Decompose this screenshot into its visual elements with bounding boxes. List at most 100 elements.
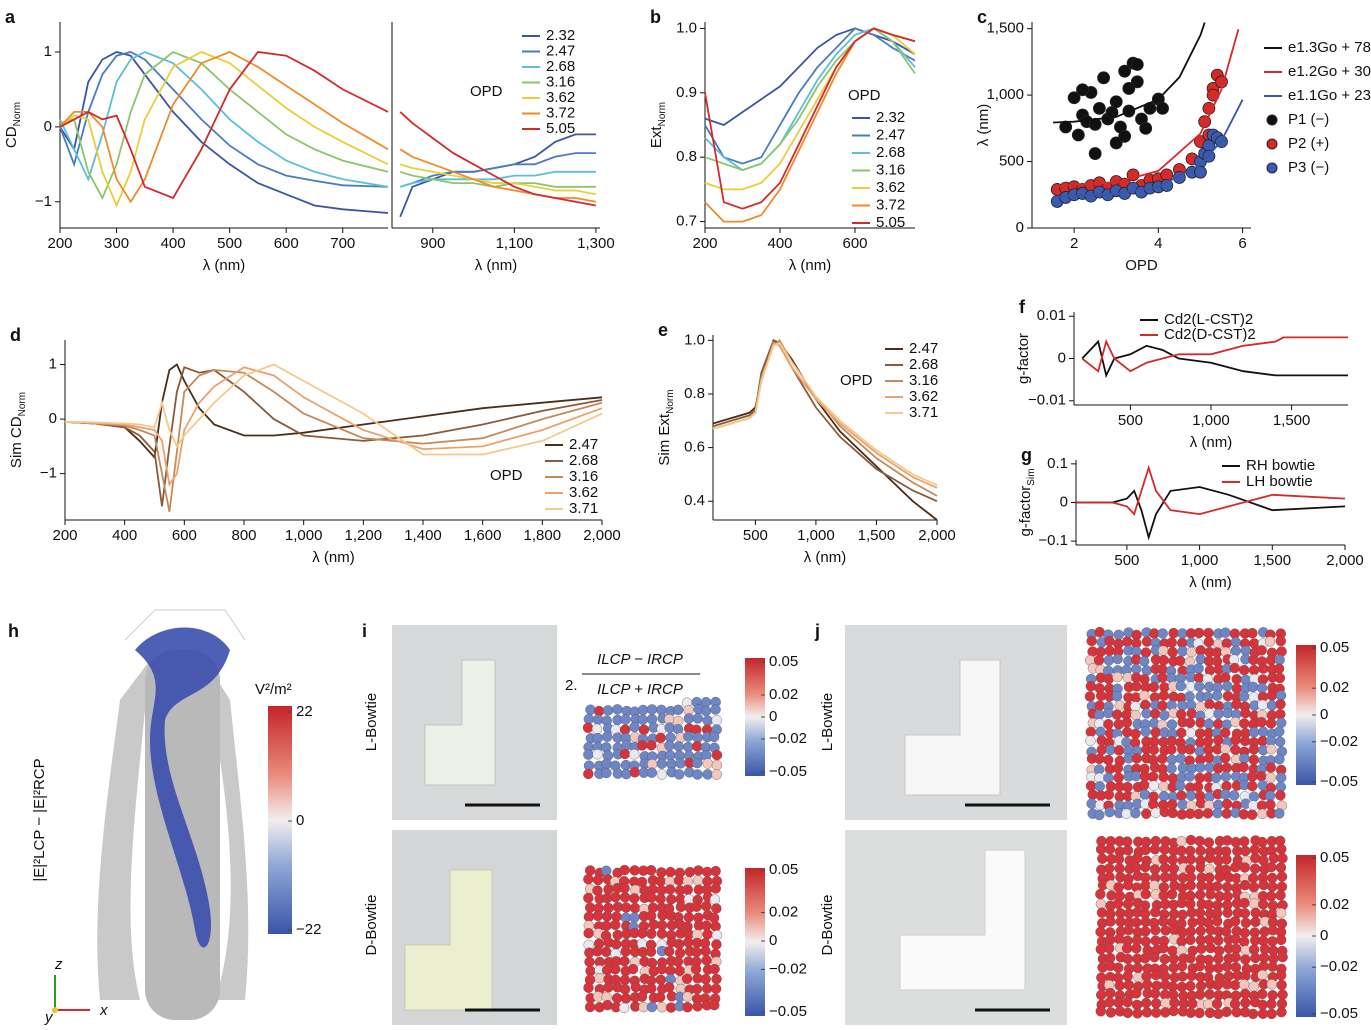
map-dot	[1140, 888, 1152, 900]
axis-name: z	[54, 956, 63, 973]
map-dot	[627, 963, 639, 975]
x-tick-label: 1,300	[577, 235, 615, 252]
map-dot	[1185, 790, 1197, 801]
map-dot	[583, 911, 595, 923]
map-dot	[1203, 999, 1214, 1010]
legend-label: e1.1Go + 230	[1288, 87, 1371, 104]
map-dot	[1176, 836, 1187, 847]
x-axis-label: λ (nm)	[1189, 574, 1232, 591]
map-dot	[610, 919, 621, 931]
series-line	[1081, 336, 1348, 373]
map-dot	[1132, 962, 1143, 974]
series-line	[704, 27, 916, 165]
map-dot	[1177, 971, 1188, 982]
map-dot	[1121, 836, 1133, 847]
y-tick-label: 1.0	[676, 19, 697, 36]
map-dot	[620, 714, 631, 725]
map-dot	[1130, 807, 1141, 819]
y-tick-label: 0.8	[676, 148, 697, 165]
map-dot	[1131, 681, 1142, 692]
map-dot	[665, 866, 676, 878]
y-tick-label: −0.1	[1038, 532, 1068, 549]
map-dot	[1150, 727, 1161, 738]
map-dot	[1221, 881, 1233, 893]
series-line	[59, 51, 389, 200]
y-tick-label: 0.8	[684, 385, 705, 402]
legend-label: 3.16	[876, 161, 905, 178]
map-dot	[1131, 943, 1142, 954]
map-dot	[1177, 645, 1188, 657]
map-dot	[1123, 979, 1134, 991]
map-dot	[1151, 1007, 1162, 1018]
x-axis-label: λ (nm)	[312, 549, 355, 566]
x-tick-label: 1,100	[496, 235, 534, 252]
map-dot	[1149, 988, 1161, 999]
series-line	[59, 51, 389, 188]
map-dot	[601, 920, 612, 932]
map-dot	[702, 758, 713, 769]
map-dot	[584, 1001, 596, 1013]
map-dot	[1195, 845, 1206, 857]
y-tick-label: −0.01	[1028, 392, 1066, 409]
legend-label: e1.3Go + 787	[1288, 39, 1371, 56]
map-dot	[1096, 989, 1107, 1001]
map-dot	[1166, 637, 1177, 648]
map-dot	[1158, 781, 1169, 792]
map-dot	[592, 946, 603, 957]
legend-title: OPD	[470, 83, 503, 100]
map-dot	[1159, 953, 1170, 965]
panel-letter: i	[362, 621, 367, 641]
map-dot	[1113, 745, 1125, 756]
map-dot	[1274, 736, 1286, 747]
x-tick-label: 6	[1238, 235, 1246, 252]
map-dot	[1238, 664, 1250, 676]
map-dot	[701, 920, 712, 931]
map-dot	[1220, 627, 1231, 638]
map-dot	[1196, 943, 1207, 954]
map-dot	[1095, 926, 1106, 938]
scatter-point	[1071, 128, 1085, 142]
map-dot	[1257, 808, 1268, 820]
y-tick-label: 0.4	[684, 492, 705, 509]
map-dot	[1121, 636, 1133, 647]
series-line	[64, 366, 603, 487]
x-tick-label: 4	[1154, 235, 1162, 252]
legend-label: 2.68	[569, 452, 598, 469]
x-tick-label: 1,000	[285, 527, 323, 544]
map-dot	[1130, 728, 1141, 739]
series-line	[59, 51, 389, 208]
map-dot	[1230, 636, 1241, 648]
series-line	[1081, 339, 1348, 379]
map-dot	[629, 767, 640, 778]
map-dot	[1195, 762, 1206, 773]
map-dot	[1130, 770, 1142, 782]
map-dot	[655, 732, 666, 744]
series-line	[399, 148, 597, 203]
map-dot	[1274, 672, 1286, 684]
map-dot	[1229, 916, 1241, 927]
axis-name: x	[99, 1002, 108, 1019]
map-dot	[1103, 655, 1115, 666]
map-dot	[1111, 709, 1123, 720]
row-label: L-Bowtie	[363, 693, 380, 751]
x-tick-label: 400	[161, 235, 186, 252]
legend-label: 2.68	[909, 356, 938, 373]
legend-swatch	[1266, 114, 1278, 126]
map-dot	[1247, 780, 1258, 792]
map-dot	[1160, 925, 1171, 936]
legend-label: e1.2Go + 308	[1288, 63, 1371, 80]
map-dot	[1275, 690, 1287, 701]
map-dot	[1247, 800, 1259, 811]
map-dot	[619, 984, 631, 995]
map-dot	[1249, 863, 1261, 874]
map-dot	[1250, 907, 1261, 919]
x-tick-label: 2,000	[583, 527, 621, 544]
scatter-point	[1109, 136, 1123, 150]
map-dot	[1220, 771, 1232, 782]
map-dot	[1266, 690, 1278, 701]
series-line	[59, 50, 389, 201]
map-dot	[1228, 790, 1240, 801]
series-line	[1076, 464, 1346, 516]
map-dot	[1276, 1006, 1287, 1018]
